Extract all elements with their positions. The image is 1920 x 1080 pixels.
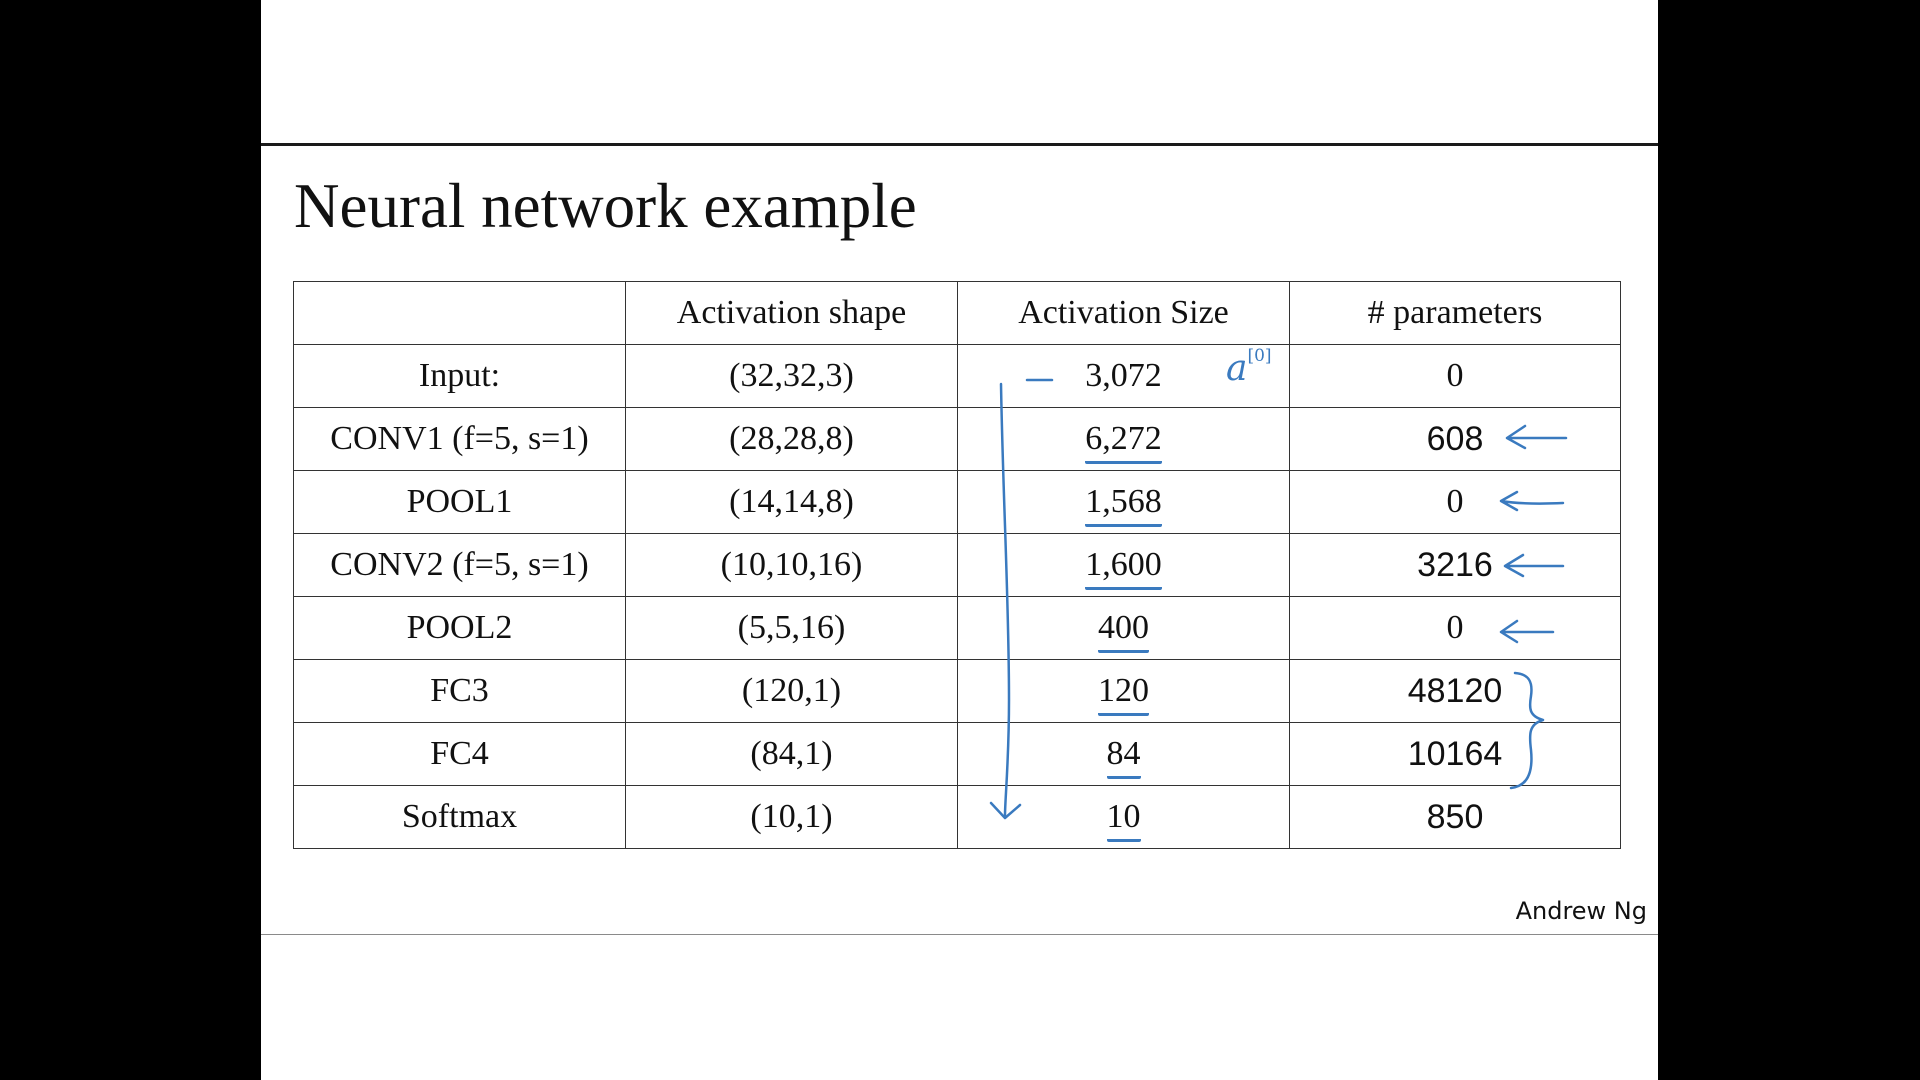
table-row: Input: (32,32,3) 3,072 0 [293, 344, 1621, 408]
input-activation-symbol: a [1226, 348, 1248, 389]
table-row: FC4 (84,1) 84 10164 [293, 722, 1621, 786]
activation-shape: (84,1) [625, 722, 958, 786]
slide: Neural network example Activation shape … [261, 0, 1658, 1080]
activation-shape: (10,1) [625, 785, 958, 849]
parameter-count: 10164 [1289, 722, 1621, 786]
table-row: FC3 (120,1) 120 48120 [293, 659, 1621, 723]
parameter-count: 850 [1289, 785, 1621, 849]
activation-shape: (10,10,16) [625, 533, 958, 597]
slide-title: Neural network example [294, 171, 917, 241]
author-credit: Andrew Ng [1515, 897, 1647, 925]
table-row: CONV1 (f=5, s=1) (28,28,8) 6,272 608 [293, 407, 1621, 471]
layer-name: FC3 [293, 659, 626, 723]
activation-size-value: 10 [1106, 798, 1141, 842]
activation-size-value: 84 [1106, 735, 1141, 779]
table-header-row: Activation shape Activation Size # param… [293, 281, 1621, 345]
parameter-count: 0 [1289, 596, 1621, 660]
activation-shape: (28,28,8) [625, 407, 958, 471]
activation-shape: (14,14,8) [625, 470, 958, 534]
header-activation-size: Activation Size [957, 281, 1290, 345]
table-row: Softmax (10,1) 10 850 [293, 785, 1621, 849]
activation-size-value: 400 [1098, 609, 1149, 653]
parameter-count: 0 [1289, 344, 1621, 408]
activation-size: 6,272 [957, 407, 1290, 471]
activation-size-value: 3,072 [1085, 357, 1162, 394]
activation-size-value: 120 [1098, 672, 1149, 716]
layer-name: CONV2 (f=5, s=1) [293, 533, 626, 597]
activation-size: 3,072 [957, 344, 1290, 408]
activation-size-value: 1,600 [1085, 546, 1162, 590]
input-activation-label: a[0] [1226, 346, 1272, 389]
activation-size: 1,600 [957, 533, 1290, 597]
layer-name: POOL1 [293, 470, 626, 534]
table-row: CONV2 (f=5, s=1) (10,10,16) 1,600 3216 [293, 533, 1621, 597]
activation-shape: (120,1) [625, 659, 958, 723]
header-parameters: # parameters [1289, 281, 1621, 345]
layer-name: CONV1 (f=5, s=1) [293, 407, 626, 471]
table-row: POOL1 (14,14,8) 1,568 0 [293, 470, 1621, 534]
activation-size: 120 [957, 659, 1290, 723]
table-row: POOL2 (5,5,16) 400 0 [293, 596, 1621, 660]
activation-size: 10 [957, 785, 1290, 849]
parameter-count: 0 [1289, 470, 1621, 534]
activation-size-value: 6,272 [1085, 420, 1162, 464]
activation-size: 400 [957, 596, 1290, 660]
parameter-count: 48120 [1289, 659, 1621, 723]
activation-size: 84 [957, 722, 1290, 786]
layer-name: POOL2 [293, 596, 626, 660]
top-divider [261, 143, 1658, 146]
layer-name: Input: [293, 344, 626, 408]
layer-name: FC4 [293, 722, 626, 786]
bottom-divider [261, 934, 1658, 935]
input-activation-superscript: [0] [1247, 346, 1272, 366]
activation-shape: (32,32,3) [625, 344, 958, 408]
activation-size-value: 1,568 [1085, 483, 1162, 527]
parameter-count: 608 [1289, 407, 1621, 471]
header-activation-shape: Activation shape [625, 281, 958, 345]
network-table: Activation shape Activation Size # param… [293, 281, 1621, 849]
activation-size: 1,568 [957, 470, 1290, 534]
activation-shape: (5,5,16) [625, 596, 958, 660]
header-layer [293, 281, 626, 345]
parameter-count: 3216 [1289, 533, 1621, 597]
layer-name: Softmax [293, 785, 626, 849]
